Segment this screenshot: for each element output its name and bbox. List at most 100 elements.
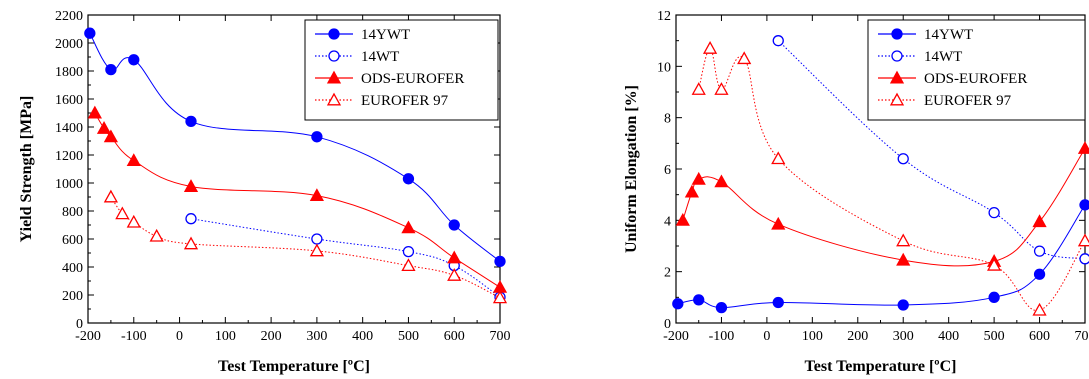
series-line [94, 112, 501, 288]
data-point [149, 228, 164, 242]
x-tick-label: 400 [938, 329, 959, 344]
y-tick-label: 4 [664, 214, 671, 229]
data-point [96, 121, 112, 134]
x-tick-label: -200 [75, 329, 101, 344]
data-point [675, 212, 690, 226]
series-ods-eurofer [675, 141, 1089, 267]
y-tick-label: 10 [657, 60, 671, 75]
y-axis-label: Yield Strength [MPa] [18, 96, 35, 243]
x-axis-label: Test Temperature [ºC] [218, 358, 370, 375]
legend-marker [891, 50, 903, 62]
legend-label: ODS-EUROFER [924, 71, 1027, 87]
legend-label: 14YWT [361, 27, 410, 43]
data-point [896, 233, 911, 247]
data-point [715, 301, 728, 314]
data-point [448, 219, 460, 231]
legend-marker [891, 28, 903, 40]
x-tick-label: -100 [709, 329, 735, 344]
data-point [128, 54, 140, 66]
legend-marker [889, 92, 905, 106]
legend-label: EUROFER 97 [361, 93, 449, 109]
data-point [691, 171, 706, 185]
data-point [771, 151, 786, 165]
x-tick-label: 300 [893, 329, 914, 344]
legend-label: 14WT [924, 49, 962, 65]
y-tick-label: 2200 [55, 9, 83, 24]
data-point [771, 216, 786, 230]
data-point [1032, 302, 1047, 316]
uniform-elongation-chart: -200 -100 0 100 200 300 400 500 600 700 0 2 4 6 8 10 12 T… [623, 9, 1089, 375]
legend-marker [889, 70, 905, 84]
data-point [84, 27, 96, 39]
series-eurofer-97 [691, 41, 1089, 316]
y-tick-label: 600 [62, 233, 83, 248]
x-tick-label: -200 [663, 329, 689, 344]
x-tick-label: 500 [984, 329, 1005, 344]
x-tick-label: -100 [121, 329, 147, 344]
series-line [777, 40, 1086, 260]
legend-label: EUROFER 97 [924, 93, 1012, 109]
data-point [87, 105, 102, 119]
legend-marker [326, 92, 342, 106]
legend-box [867, 19, 1086, 121]
data-point [1033, 268, 1046, 280]
y-tick-label: 200 [62, 289, 83, 304]
data-point [183, 236, 199, 250]
data-point [126, 153, 141, 167]
data-point [309, 188, 324, 202]
legend-label: 14YWT [924, 27, 973, 43]
y-tick-label: 1400 [55, 121, 83, 136]
x-tick-label: 100 [215, 329, 236, 344]
data-point [772, 296, 784, 309]
x-tick-label: 400 [352, 329, 373, 344]
x-tick-label: 700 [1075, 329, 1089, 344]
data-point [772, 35, 784, 47]
data-point [897, 299, 909, 311]
data-point [126, 214, 141, 228]
data-point [105, 63, 117, 76]
legend-marker [328, 50, 340, 62]
y-tick-label: 1000 [55, 177, 83, 192]
x-tick-label: 600 [1029, 329, 1050, 344]
data-point [447, 268, 462, 281]
data-point [183, 179, 199, 192]
data-point [684, 184, 700, 198]
data-point [672, 298, 684, 310]
data-point [1077, 233, 1089, 247]
y-tick-label: 8 [664, 112, 671, 127]
data-point [401, 258, 416, 272]
x-tick-label: 0 [763, 329, 770, 344]
data-point [737, 51, 752, 65]
data-point [309, 243, 324, 257]
data-point [693, 294, 705, 306]
data-point [401, 220, 416, 234]
legend: 14YWT 14WT ODS-EUROFER EUROFER 97 [867, 19, 1086, 121]
series-ods-eurofer [87, 105, 508, 293]
x-tick-label: 600 [444, 329, 465, 344]
series-line [89, 32, 501, 262]
data-point [311, 131, 323, 143]
data-point [987, 257, 1002, 271]
series-eurofer-97 [103, 189, 508, 304]
x-tick-label: 500 [398, 329, 419, 344]
data-point [115, 206, 130, 220]
y-tick-label: 1200 [55, 149, 83, 164]
series-14wt [772, 35, 1089, 265]
yield-strength-chart: -200 -100 0 100 200 300 400 500 600 700 0 200 400 600… [18, 9, 511, 375]
data-point [492, 290, 508, 304]
legend-marker [328, 28, 340, 40]
series-14ywt [672, 199, 1089, 314]
data-point [311, 233, 323, 245]
data-point [897, 153, 909, 165]
series-line [682, 148, 1086, 267]
y-tick-label: 0 [664, 317, 671, 332]
legend-label: ODS-EUROFER [361, 71, 464, 87]
data-point [103, 189, 118, 203]
y-axis-label: Uniform Elongation [%] [623, 85, 640, 253]
data-point [185, 115, 197, 128]
y-tick-label: 0 [76, 317, 83, 332]
x-tick-label: 100 [802, 329, 823, 344]
data-point [1079, 199, 1089, 211]
x-axis-label: Test Temperature [ºC] [805, 358, 957, 375]
